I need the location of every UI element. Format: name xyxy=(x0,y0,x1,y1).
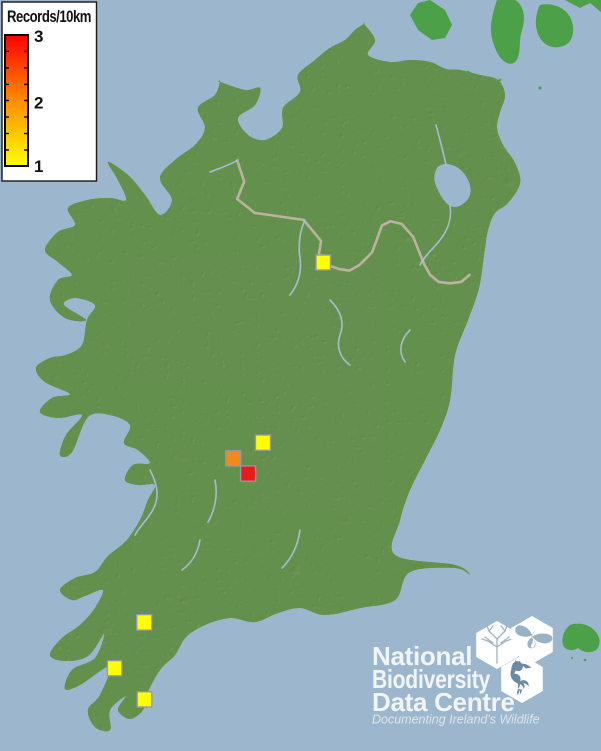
svg-text:Documenting Ireland's Wildlife: Documenting Ireland's Wildlife xyxy=(372,713,540,727)
svg-text:1: 1 xyxy=(34,157,43,176)
svg-text:Records/10km: Records/10km xyxy=(7,8,91,26)
svg-text:3: 3 xyxy=(34,27,43,46)
svg-text:2: 2 xyxy=(34,94,43,113)
